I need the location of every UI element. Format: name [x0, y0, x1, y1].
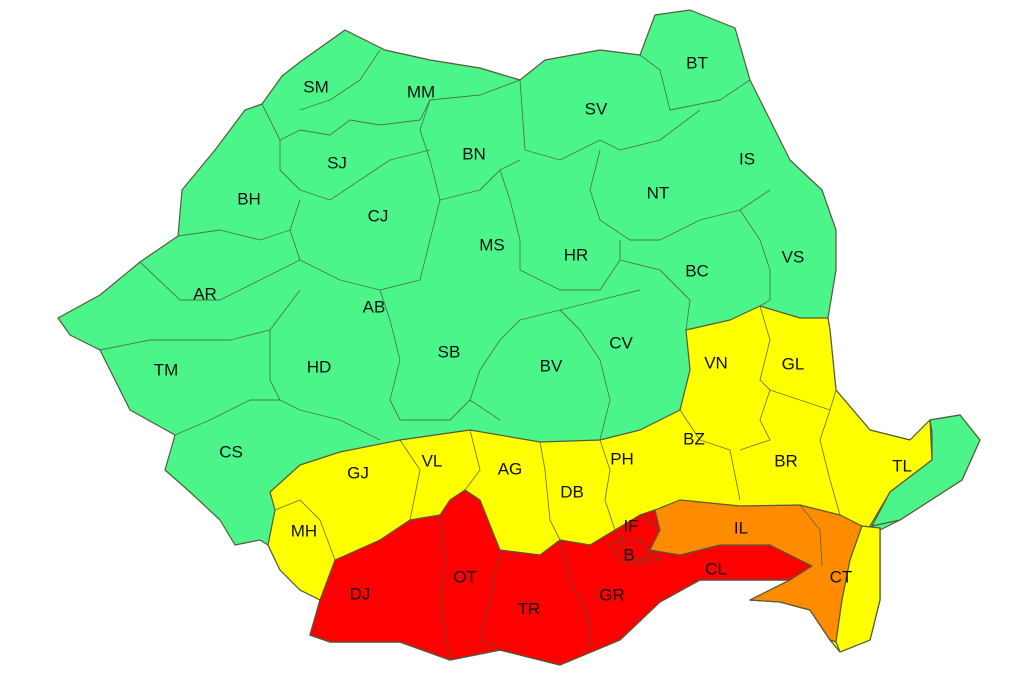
county-border	[439, 514, 451, 661]
county-label-ms: MS	[479, 235, 505, 254]
county-label-mm: MM	[407, 82, 435, 101]
county-border	[269, 330, 381, 441]
county-border	[799, 504, 823, 567]
county-label-if: IF	[623, 516, 638, 535]
county-border	[614, 529, 661, 561]
county-border	[279, 140, 431, 201]
county-label-ag: AG	[498, 459, 523, 478]
county-border	[739, 209, 771, 307]
county-label-sb: SB	[438, 342, 461, 361]
county-label-ab: AB	[363, 297, 386, 316]
county-label-is: IS	[739, 149, 755, 168]
county-border	[559, 309, 611, 441]
county-border	[139, 259, 301, 301]
county-border	[589, 149, 771, 241]
county-border	[274, 499, 336, 561]
county-label-bc: BC	[685, 261, 709, 280]
county-label-dj: DJ	[350, 584, 371, 603]
county-label-br: BR	[774, 451, 798, 470]
warning-zones	[57, 9, 981, 666]
county-label-sv: SV	[585, 99, 608, 118]
county-label-ct: CT	[830, 567, 853, 586]
county-label-bt: BT	[686, 53, 708, 72]
county-label-bn: BN	[462, 144, 486, 163]
county-label-hd: HD	[307, 357, 332, 376]
county-label-cs: CS	[219, 442, 243, 461]
county-border	[559, 539, 591, 650]
county-border	[479, 549, 501, 651]
county-border	[174, 399, 280, 436]
county-label-bh: BH	[237, 189, 261, 208]
county-border	[499, 169, 621, 291]
county-border	[819, 409, 841, 516]
county-label-vn: VN	[704, 353, 728, 372]
county-label-bv: BV	[540, 356, 563, 375]
county-border	[619, 259, 691, 331]
county-border	[261, 79, 521, 141]
county-label-sm: SM	[303, 77, 329, 96]
county-label-cv: CV	[609, 333, 633, 352]
county-border	[399, 439, 421, 521]
county-border	[739, 389, 771, 451]
county-label-cl: CL	[705, 559, 727, 578]
orange-zone	[649, 499, 863, 643]
county-label-vl: VL	[422, 451, 443, 470]
county-label-hr: HR	[564, 245, 589, 264]
county-border	[469, 289, 641, 401]
coastal-yellow-zone	[835, 525, 881, 653]
county-label-b: B	[623, 545, 634, 564]
county-label-mh: MH	[291, 521, 317, 540]
county-borders	[99, 49, 841, 661]
county-border	[379, 289, 501, 421]
county-label-ar: AR	[193, 284, 217, 303]
county-label-ot: OT	[453, 567, 477, 586]
county-label-vs: VS	[782, 247, 805, 266]
county-label-gl: GL	[782, 354, 805, 373]
county-label-nt: NT	[647, 183, 670, 202]
county-label-tr: TR	[518, 599, 541, 618]
county-border	[539, 441, 561, 541]
county-label-tm: TM	[154, 360, 179, 379]
county-border	[599, 439, 616, 531]
county-label-tl: TL	[892, 456, 912, 475]
county-border	[177, 199, 301, 241]
county-label-ph: PH	[610, 449, 634, 468]
county-label-db: DB	[560, 482, 584, 501]
county-label-gj: GJ	[347, 463, 369, 482]
county-border	[679, 409, 741, 501]
county-label-il: IL	[734, 518, 748, 537]
county-border	[519, 79, 701, 161]
county-border	[609, 539, 651, 566]
county-border	[299, 49, 381, 111]
county-label-sj: SJ	[327, 153, 347, 172]
county-label-bz: BZ	[683, 429, 705, 448]
county-border	[464, 429, 481, 491]
county-border	[639, 514, 661, 531]
county-border	[639, 54, 751, 111]
county-label-gr: GR	[599, 585, 625, 604]
county-border	[99, 289, 301, 351]
county-label-cj: CJ	[368, 206, 389, 225]
delta-green-zone	[871, 414, 981, 527]
